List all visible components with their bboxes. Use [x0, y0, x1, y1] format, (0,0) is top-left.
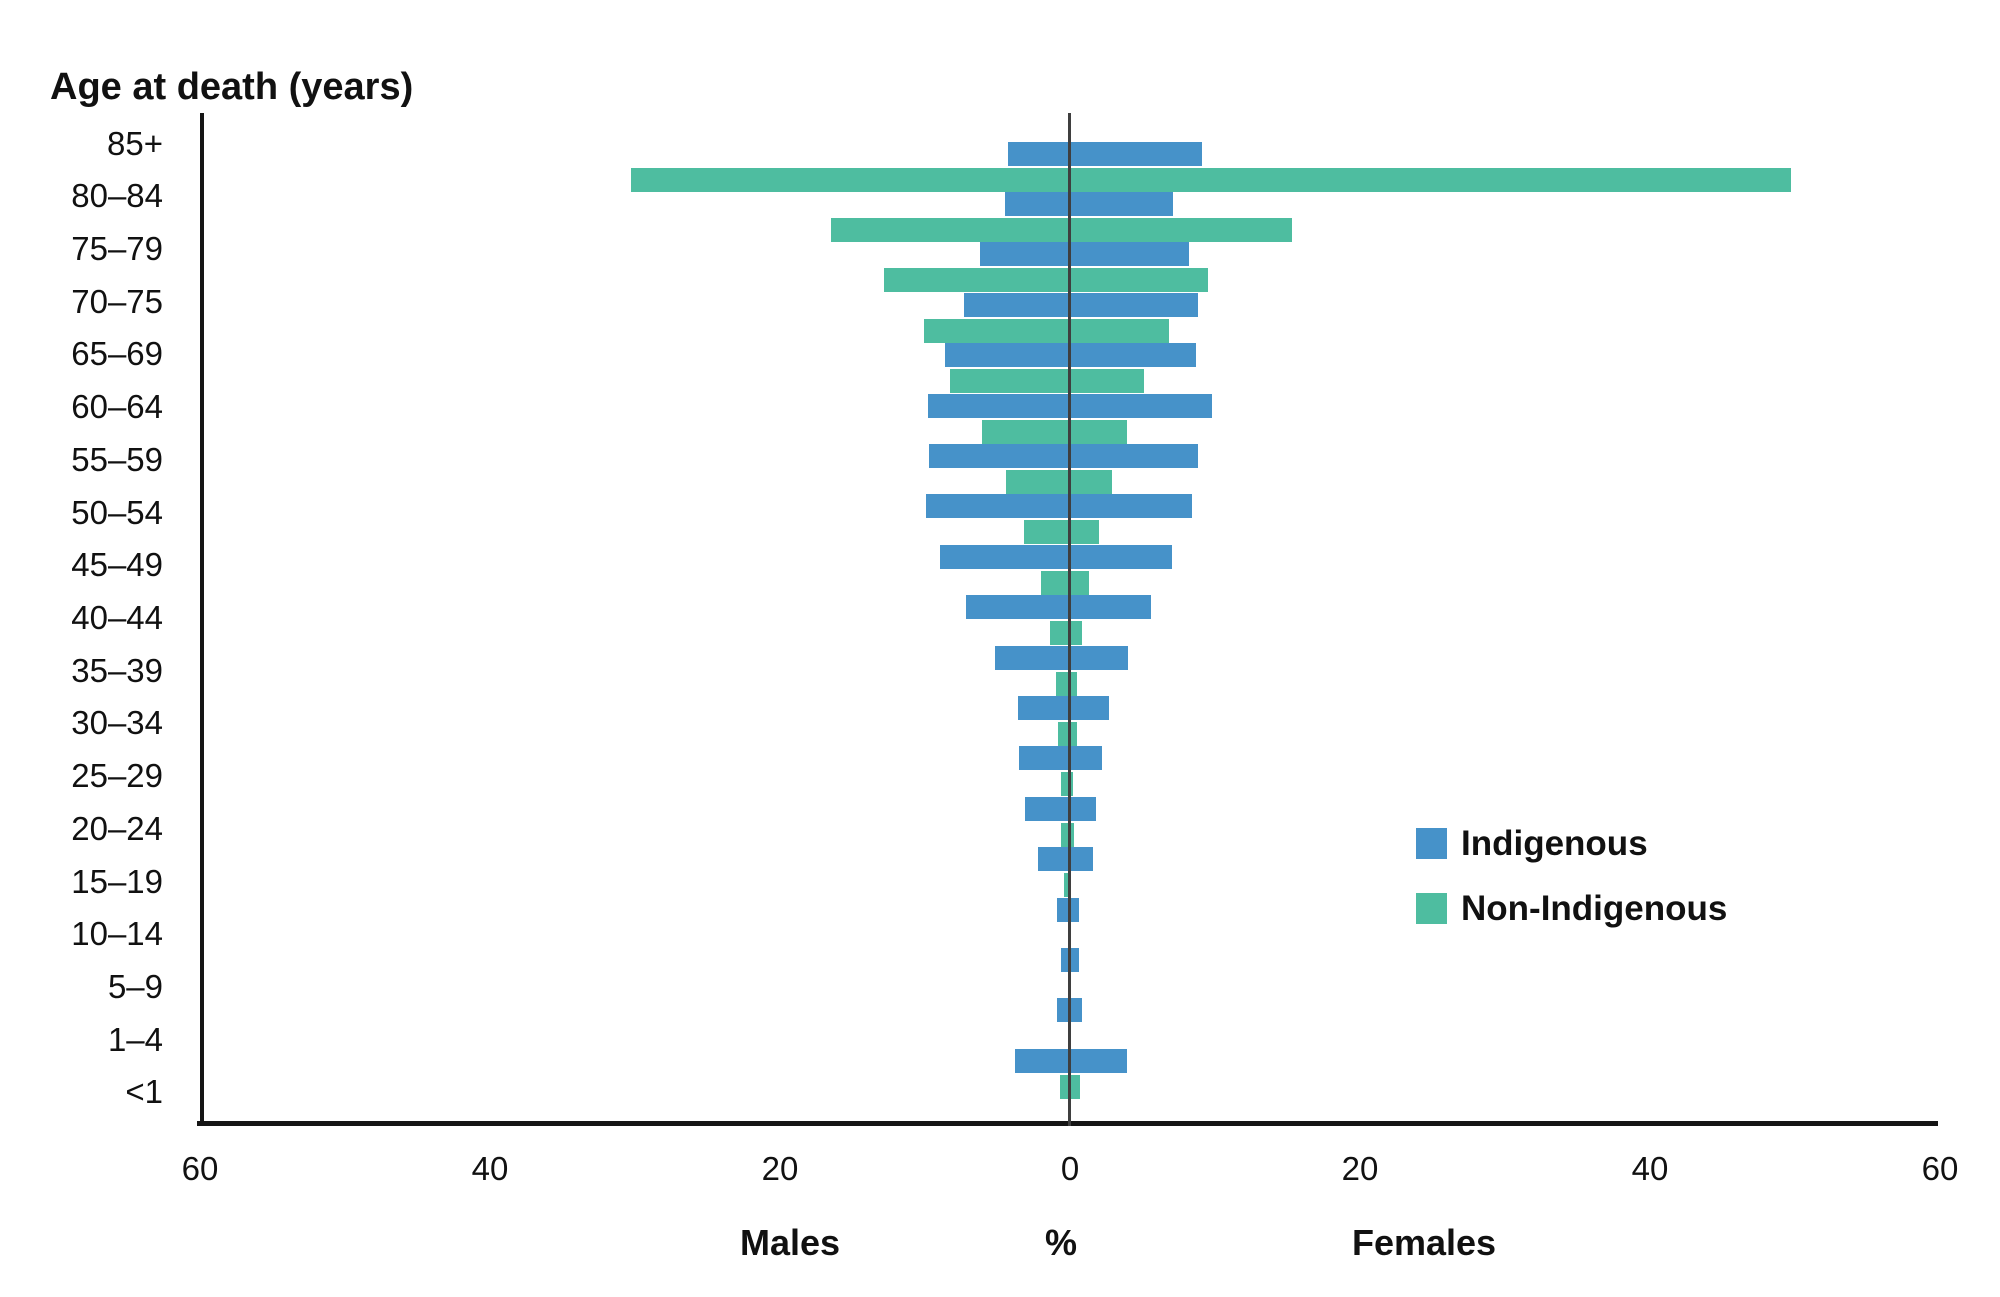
bar-non-indigenous-60–64 — [981, 419, 1127, 444]
age-label: 20–24 — [71, 809, 163, 847]
age-label: 15–19 — [71, 862, 163, 900]
bar-indigenous-10–14 — [1056, 897, 1079, 922]
age-label: 55–59 — [71, 440, 163, 478]
bar-non-indigenous-20–24 — [1061, 822, 1075, 847]
bar-non-indigenous-55–59 — [1006, 469, 1113, 494]
legend-label-indigenous: Indigenous — [1461, 824, 1648, 863]
age-label: 45–49 — [71, 546, 163, 584]
age-label: 40–44 — [71, 598, 163, 636]
bar-non-indigenous-15–19 — [1064, 873, 1072, 898]
non-indigenous-swatch-icon — [1416, 893, 1447, 924]
indigenous-swatch-icon — [1416, 828, 1447, 859]
x-axis-tick-label: 40 — [1631, 1150, 1669, 1187]
age-label: 5–9 — [107, 968, 163, 1006]
bar-indigenous-15–19 — [1038, 847, 1094, 872]
age-label: 65–69 — [71, 335, 163, 373]
x-axis-tick-label: 20 — [1341, 1150, 1379, 1187]
x-axis-tick-label: 20 — [761, 1150, 799, 1187]
x-axis-tick-label: 60 — [1921, 1150, 1959, 1187]
age-label: <1 — [125, 1073, 163, 1111]
bar-non-indigenous-85+ — [630, 167, 1791, 192]
age-label: 1–4 — [107, 1020, 163, 1058]
percent-axis-label: % — [1044, 1222, 1077, 1263]
bar-indigenous-40–44 — [965, 595, 1152, 620]
bar-non-indigenous-40–44 — [1049, 621, 1082, 646]
x-axis-tick-label: 40 — [471, 1150, 509, 1187]
bar-indigenous-70–75 — [964, 292, 1198, 317]
legend-item-non-indigenous: Non-Indigenous — [1416, 891, 1727, 926]
males-axis-label: Males — [739, 1222, 841, 1263]
bar-non-indigenous-45–49 — [1041, 570, 1089, 595]
bar-non-indigenous-70–75 — [923, 318, 1169, 343]
zero-line — [1068, 113, 1071, 1126]
bar-non-indigenous-80–84 — [830, 217, 1292, 242]
bar-indigenous-80–84 — [1004, 191, 1173, 216]
bar-non-indigenous-75–79 — [884, 268, 1208, 293]
bar-indigenous-75–79 — [980, 242, 1189, 267]
bar-non-indigenous-35–39 — [1055, 671, 1078, 696]
x-axis-tick-label: 60 — [181, 1150, 219, 1187]
bar-non-indigenous-25–29 — [1061, 772, 1073, 797]
age-label: 35–39 — [71, 651, 163, 689]
age-label: 80–84 — [71, 177, 163, 215]
legend-label-non-indigenous: Non-Indigenous — [1461, 889, 1728, 928]
age-label: 10–14 — [71, 915, 163, 953]
age-label: 60–64 — [71, 388, 163, 426]
age-label: 75–79 — [71, 229, 163, 267]
x-axis-line — [197, 1121, 1938, 1126]
age-label: 70–75 — [71, 282, 163, 320]
chart-title: Age at death (years) — [50, 66, 414, 108]
age-label: 25–29 — [71, 757, 163, 795]
bar-indigenous-35–39 — [994, 645, 1128, 670]
females-axis-label: Females — [1351, 1222, 1497, 1263]
bar-indigenous-45–49 — [939, 544, 1172, 569]
bar-indigenous-25–29 — [1019, 746, 1102, 771]
bar-indigenous-30–34 — [1017, 695, 1110, 720]
age-label: 30–34 — [71, 704, 163, 742]
age-label: 85+ — [107, 124, 163, 162]
bar-non-indigenous-50–54 — [1023, 520, 1099, 545]
bar-non-indigenous-30–34 — [1058, 721, 1078, 746]
y-axis-line — [200, 113, 204, 1121]
bar-non-indigenous-65–69 — [949, 369, 1144, 394]
x-axis-tick-label: 0 — [1060, 1150, 1080, 1187]
bar-indigenous-85+ — [1007, 141, 1202, 166]
age-label: 50–54 — [71, 493, 163, 531]
bar-indigenous-55–59 — [929, 443, 1198, 468]
legend: Indigenous Non-Indigenous — [1416, 826, 1727, 956]
bar-indigenous-20–24 — [1025, 796, 1097, 821]
legend-item-indigenous: Indigenous — [1416, 826, 1727, 861]
bar-indigenous-50–54 — [926, 494, 1192, 519]
